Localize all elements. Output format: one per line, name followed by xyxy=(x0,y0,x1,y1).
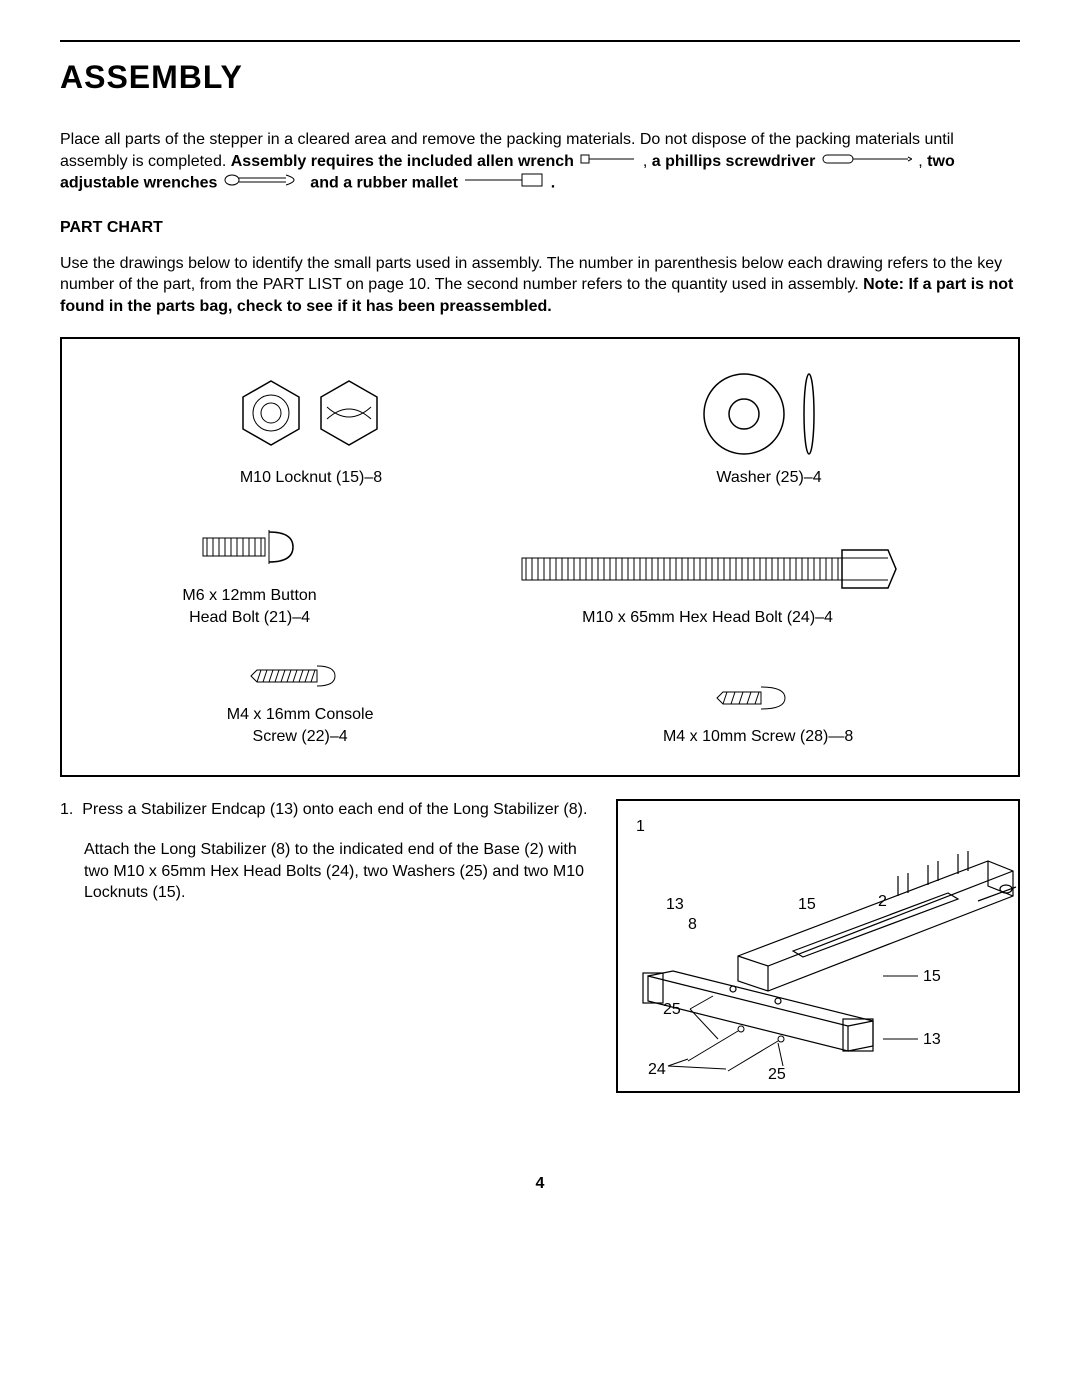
step-1-p2: Attach the Long Stabilizer (8) to the in… xyxy=(60,839,588,904)
step-1-diagram: 1 13 8 15 2 25 15 24 25 13 xyxy=(616,799,1020,1093)
page-title: ASSEMBLY xyxy=(60,56,1020,99)
part-chart-intro-text: Use the drawings below to identify the s… xyxy=(60,255,1002,294)
diag-label-25b: 25 xyxy=(768,1066,786,1083)
diag-label-8: 8 xyxy=(688,916,697,933)
diag-label-1: 1 xyxy=(636,818,645,835)
part-hex-bolt: M10 x 65mm Hex Head Bolt (24)–4 xyxy=(518,539,898,629)
button-bolt-label-l1: M6 x 12mm Button xyxy=(182,587,316,604)
diag-label-24: 24 xyxy=(648,1061,666,1078)
intro-mid-2: , xyxy=(918,153,927,170)
console-screw-label: M4 x 16mm Console Screw (22)–4 xyxy=(227,704,374,747)
step-1-text: 1. Press a Stabilizer Endcap (13) onto e… xyxy=(60,799,588,921)
allen-wrench-icon xyxy=(580,151,636,173)
hex-bolt-label: M10 x 65mm Hex Head Bolt (24)–4 xyxy=(518,607,898,629)
diag-label-13b: 13 xyxy=(923,1031,941,1048)
diag-label-15a: 15 xyxy=(798,896,816,913)
page-number: 4 xyxy=(60,1173,1020,1195)
part-washer: Washer (25)–4 xyxy=(689,369,849,489)
part-chart-heading: PART CHART xyxy=(60,217,1020,239)
assembly-diagram-icon: 1 13 8 15 2 25 15 24 25 13 xyxy=(618,801,1018,1091)
button-bolt-label-l2: Head Bolt (21)–4 xyxy=(189,609,310,626)
part-chart-intro: Use the drawings below to identify the s… xyxy=(60,253,1020,318)
part-button-bolt: M6 x 12mm Button Head Bolt (21)–4 xyxy=(182,517,316,628)
screwdriver-icon xyxy=(822,151,912,173)
intro-bold-2: a phillips screwdriver xyxy=(652,153,816,170)
button-bolt-icon xyxy=(182,517,316,577)
intro-paragraph: Place all parts of the stepper in a clea… xyxy=(60,129,1020,195)
chart-row-3: M4 x 16mm Console Screw (22)–4 M4 x 10mm… xyxy=(82,656,998,747)
chart-row-2: M6 x 12mm Button Head Bolt (21)–4 M10 x … xyxy=(82,517,998,628)
locknut-label: M10 Locknut (15)–8 xyxy=(231,467,391,489)
washer-label: Washer (25)–4 xyxy=(689,467,849,489)
step-1-p1: 1. Press a Stabilizer Endcap (13) onto e… xyxy=(60,799,588,821)
wrench-icon xyxy=(224,172,304,195)
locknut-icon xyxy=(231,369,391,459)
button-bolt-label: M6 x 12mm Button Head Bolt (21)–4 xyxy=(182,585,316,628)
step-1-p1-text: Press a Stabilizer Endcap (13) onto each… xyxy=(82,801,587,818)
part-small-screw: M4 x 10mm Screw (28)—8 xyxy=(663,678,853,748)
intro-mid-1: , xyxy=(643,153,652,170)
intro-end: . xyxy=(551,175,555,192)
small-screw-icon xyxy=(663,678,853,718)
chart-row-1: M10 Locknut (15)–8 Washer (25)–4 xyxy=(82,369,998,489)
part-console-screw: M4 x 16mm Console Screw (22)–4 xyxy=(227,656,374,747)
diag-label-15b: 15 xyxy=(923,968,941,985)
console-screw-label-l1: M4 x 16mm Console xyxy=(227,706,374,723)
part-locknut: M10 Locknut (15)–8 xyxy=(231,369,391,489)
step-1-wrap: 1. Press a Stabilizer Endcap (13) onto e… xyxy=(60,799,1020,1093)
diag-label-13a: 13 xyxy=(666,896,684,913)
mallet-icon xyxy=(464,172,544,195)
step-1-num: 1. xyxy=(60,801,73,818)
small-screw-label: M4 x 10mm Screw (28)—8 xyxy=(663,726,853,748)
intro-bold-4: and a rubber mallet xyxy=(310,175,458,192)
washer-icon xyxy=(689,369,849,459)
intro-bold-1: Assembly requires the included allen wre… xyxy=(231,153,574,170)
diag-label-25a: 25 xyxy=(663,1001,681,1018)
console-screw-icon xyxy=(227,656,374,696)
hex-bolt-icon xyxy=(518,539,898,599)
diag-label-2: 2 xyxy=(878,893,887,910)
part-chart-box: M10 Locknut (15)–8 Washer (25)–4 xyxy=(60,337,1020,777)
top-rule xyxy=(60,40,1020,42)
console-screw-label-l2: Screw (22)–4 xyxy=(253,728,348,745)
